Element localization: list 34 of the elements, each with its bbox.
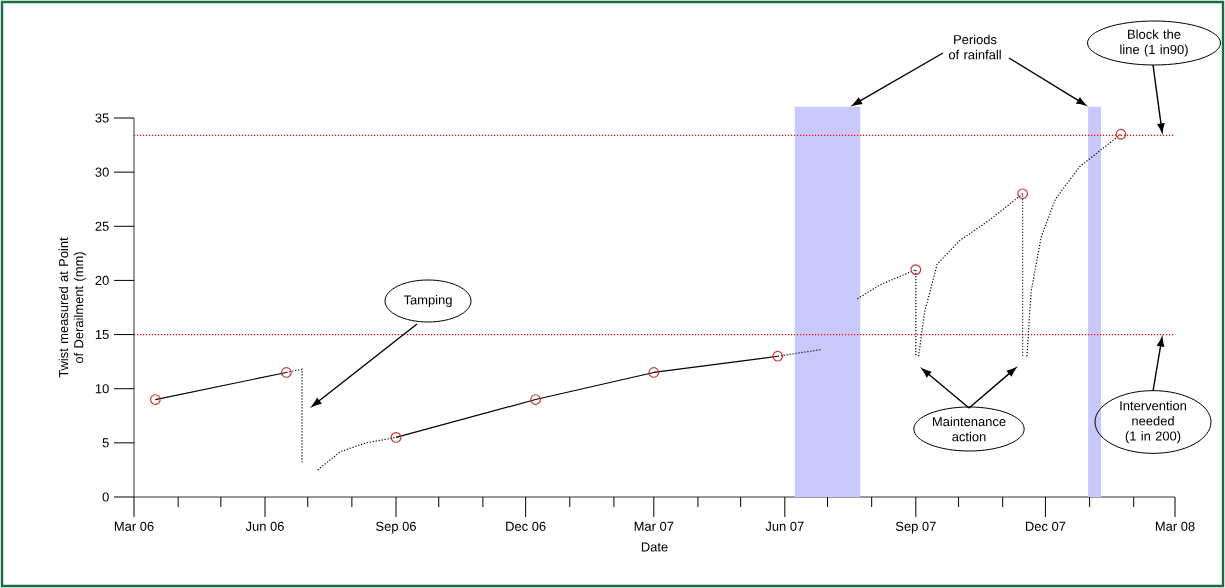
x-tick-label: Mar 07: [634, 521, 674, 531]
x-tick-label: Sep 06: [376, 521, 416, 534]
y-tick-label: 5: [102, 438, 109, 448]
x-tick-label: Dec 07: [1025, 521, 1066, 531]
x-tick-label: Jun 06: [245, 521, 284, 531]
annotation: Tamping: [403, 294, 452, 308]
x-tick-label: Jun 07: [765, 521, 804, 531]
y-tick-label: 0: [102, 492, 109, 502]
y-tick-label: 20: [95, 275, 109, 286]
point: [910, 264, 922, 275]
annotation: Maintenance action: [932, 416, 1006, 442]
line-series: [395, 355, 779, 439]
y-tick-label: 15: [95, 330, 109, 340]
point: [772, 350, 784, 362]
annotation: Intervention needed (1 in 200): [1120, 400, 1186, 444]
y-tick-label: 35: [95, 113, 109, 123]
y-tick-label: 30: [95, 167, 109, 177]
point: [280, 367, 292, 378]
point: [530, 394, 541, 405]
x-tick-label: Mar 06: [114, 521, 154, 531]
point: [1115, 128, 1127, 140]
y-tick-label: 10: [95, 384, 109, 394]
point: [390, 432, 402, 443]
y-axis-title: Twist measured at Point of Derailment (mm): [58, 237, 86, 378]
point: [1017, 188, 1029, 200]
x-tick-label: Dec 06: [506, 521, 546, 531]
point: [149, 394, 161, 405]
x-tick-label: Sep 07: [895, 521, 936, 534]
text: Periods of rainfall: [948, 34, 1001, 60]
y-tick-label: 25: [95, 221, 109, 231]
x-tick-label: Mar 08: [1155, 521, 1195, 531]
text: Block the line (1 in90): [1120, 29, 1188, 57]
x-axis-title: Date: [641, 542, 668, 552]
point: [648, 367, 660, 378]
